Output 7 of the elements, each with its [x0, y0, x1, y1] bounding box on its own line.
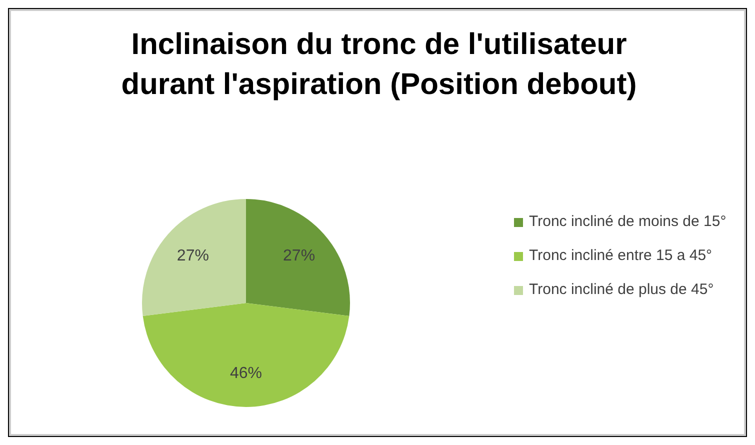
- legend-label: Tronc incliné de moins de 15°: [529, 212, 726, 232]
- legend-label: Tronc incliné de plus de 45°: [529, 280, 714, 300]
- legend-label: Tronc incliné entre 15 a 45°: [529, 246, 712, 266]
- data-label: 27%: [176, 248, 209, 265]
- data-label: 27%: [283, 248, 316, 265]
- data-label: 46%: [230, 365, 262, 382]
- chart-title: Inclinaison du tronc de l'utilisateur durant l'aspiration (Position debout): [120, 27, 638, 103]
